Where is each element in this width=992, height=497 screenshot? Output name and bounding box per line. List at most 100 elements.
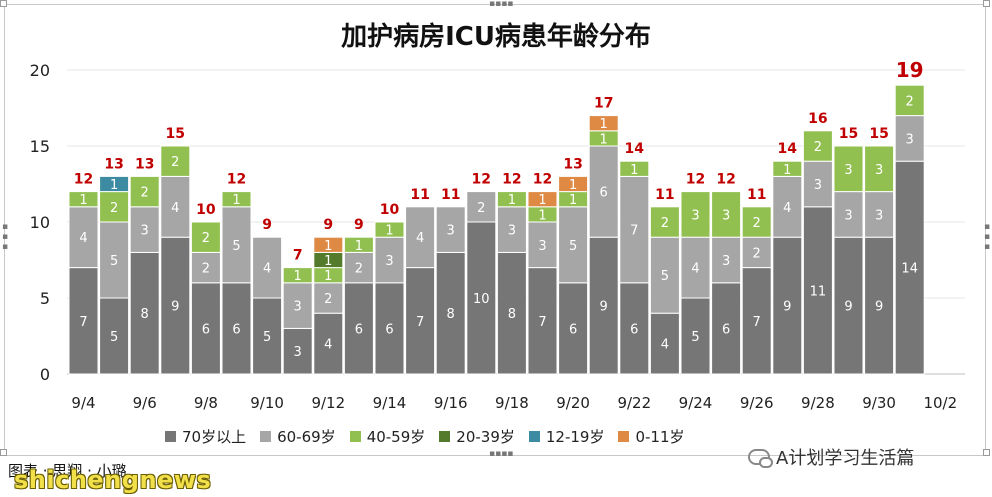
data-label: 6 (600, 186, 608, 201)
watermark-text: shichengnews (14, 466, 212, 494)
data-label: 1 (783, 163, 791, 178)
data-label: 3 (691, 208, 699, 223)
y-tick-label: 5 (40, 289, 50, 308)
data-label: 11 (810, 284, 827, 299)
legend-label: 60-69岁 (277, 427, 336, 446)
data-label: 9 (875, 300, 883, 315)
source-name: A计划学习生活篇 (776, 448, 915, 469)
bar-segment (343, 251, 374, 284)
wechat-icon (748, 449, 773, 468)
total-label: 9 (262, 217, 272, 233)
data-label: 5 (691, 330, 699, 345)
total-label: 10 (380, 202, 400, 218)
legend-item: 70岁以上 (165, 426, 246, 447)
total-label: 19 (896, 58, 924, 82)
resize-handle-top-right[interactable] (983, 0, 990, 7)
x-tick-label: 9/30 (862, 394, 896, 412)
data-label: 3 (385, 254, 393, 269)
bar-segment (435, 206, 466, 253)
bar-segment (313, 282, 344, 314)
total-label: 13 (563, 156, 582, 172)
x-tick-label: 9/16 (434, 394, 468, 412)
resize-handle-top[interactable]: ▪▪▪▪ (489, 0, 514, 9)
data-label: 6 (232, 322, 240, 337)
data-label: 2 (477, 201, 485, 216)
total-label: 13 (104, 156, 123, 172)
bar-segment (435, 251, 466, 375)
data-label: 6 (722, 322, 730, 337)
bar-segment (619, 282, 650, 375)
bar-segment (741, 206, 772, 238)
bar-segment (374, 282, 405, 375)
total-label: 7 (293, 248, 303, 264)
bar-segment (588, 115, 619, 132)
data-label: 3 (875, 163, 883, 178)
bar-segment (282, 327, 313, 375)
bar-segment (68, 206, 99, 269)
data-label: 1 (79, 193, 87, 208)
data-label: 2 (110, 201, 118, 216)
x-tick-label: 9/10 (250, 394, 284, 412)
data-label: 2 (202, 262, 210, 277)
resize-handle-bottom[interactable]: ▪▪▪▪ (489, 449, 514, 459)
total-label: 12 (686, 172, 705, 188)
chart-legend: 70岁以上 60-69岁 40-59岁 20-39岁 12-19岁 0-11岁 (165, 426, 685, 446)
data-label: 3 (722, 208, 730, 223)
data-label: 5 (263, 330, 271, 345)
bar-segment (496, 191, 527, 208)
data-label: 1 (324, 239, 332, 254)
x-tick-label: 9/26 (740, 394, 774, 412)
chart-title: 加护病房ICU病患年龄分布 (341, 22, 651, 52)
data-label: 1 (385, 224, 393, 239)
data-label: 3 (294, 345, 302, 360)
bar-segment (680, 191, 711, 238)
data-label: 7 (79, 315, 87, 330)
bar-segment (160, 175, 191, 238)
bar-segment (588, 145, 619, 238)
total-label: 12 (227, 172, 246, 188)
x-tick-label: 9/8 (194, 394, 218, 412)
bar-segment (649, 236, 680, 314)
resize-handle-bottom-left[interactable] (0, 449, 7, 456)
bar-segment (282, 267, 313, 284)
bar-segment (802, 160, 833, 208)
x-tick-label: 9/14 (373, 394, 407, 412)
bar-segment (802, 206, 833, 375)
data-label: 5 (232, 239, 240, 254)
resize-handle-right[interactable]: ▪▪▪ (982, 222, 992, 252)
total-label: 15 (166, 126, 185, 142)
x-tick-label: 9/20 (556, 394, 590, 412)
legend-swatch (349, 430, 361, 442)
bar-segment (833, 145, 864, 193)
data-label: 1 (110, 178, 118, 193)
data-label: 1 (630, 163, 638, 178)
data-label: 8 (141, 307, 149, 322)
bar-segment (619, 160, 650, 177)
bar-segment (496, 206, 527, 253)
data-label: 1 (538, 208, 546, 223)
bar-segment (160, 145, 191, 177)
bar-segment (282, 282, 313, 329)
total-label: 13 (135, 156, 154, 172)
bar-segment (833, 191, 864, 238)
bar-segment (252, 236, 283, 299)
data-label: 4 (171, 201, 179, 216)
legend-label: 40-59岁 (366, 427, 426, 446)
total-label: 15 (839, 126, 858, 142)
data-label: 7 (630, 224, 638, 239)
data-label: 9 (171, 300, 179, 315)
bar-segment (649, 206, 680, 238)
bar-segment (466, 221, 497, 375)
resize-handle-left[interactable]: ▪▪▪ (0, 222, 10, 252)
resize-handle-bottom-right[interactable] (983, 449, 990, 456)
legend-swatch (439, 430, 451, 442)
total-label: 11 (655, 187, 674, 203)
data-label: 2 (171, 155, 179, 170)
data-label: 3 (141, 224, 149, 239)
data-label: 1 (355, 239, 363, 254)
data-label: 1 (569, 193, 577, 208)
data-label: 3 (508, 224, 516, 239)
resize-handle-top-left[interactable] (0, 0, 7, 7)
total-label: 12 (74, 172, 93, 188)
x-tick-label: 9/24 (679, 394, 713, 412)
